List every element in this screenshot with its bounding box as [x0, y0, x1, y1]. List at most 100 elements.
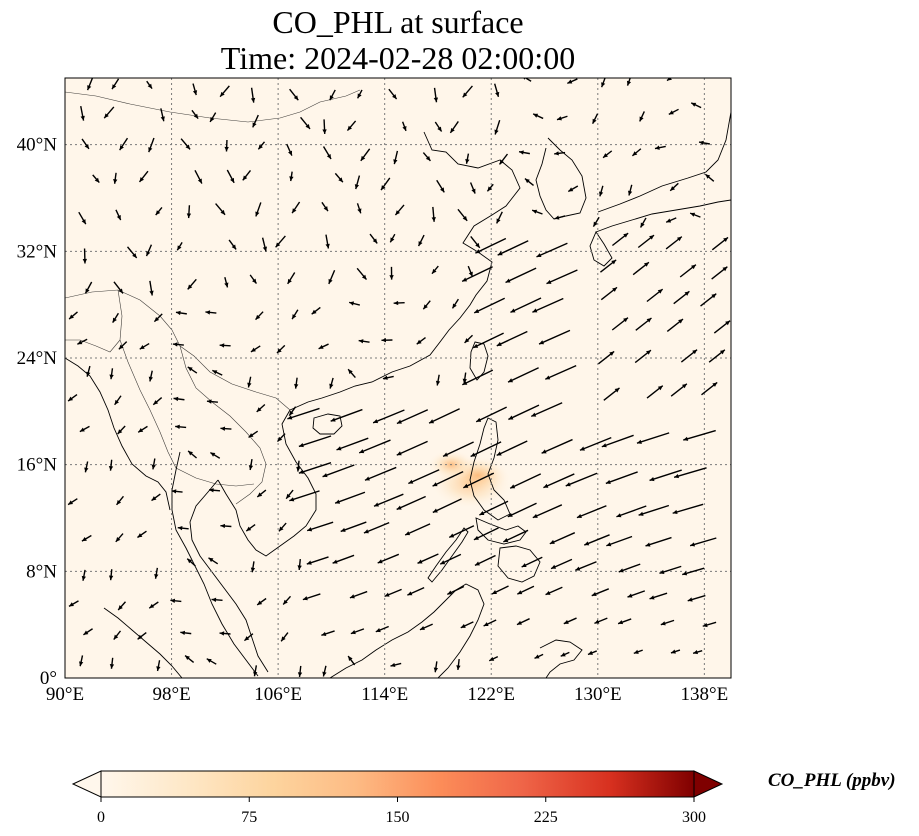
- wind-arrow: [175, 424, 187, 429]
- wind-arrow: [67, 393, 78, 402]
- wind-arrow: [108, 459, 114, 471]
- wind-arrow: [192, 83, 198, 96]
- wind-arrow: [117, 601, 127, 611]
- country-borders: [65, 89, 361, 505]
- wind-arrow: [177, 525, 189, 531]
- wind-arrow: [665, 236, 683, 250]
- sumatra-coastline: [103, 607, 183, 678]
- wind-arrow: [112, 312, 119, 324]
- wind-arrow: [117, 425, 126, 435]
- wind-arrow: [584, 534, 610, 546]
- wind-arrow: [645, 536, 672, 547]
- wind-arrow: [497, 240, 529, 256]
- wind-arrow: [294, 377, 299, 389]
- wind-arrow: [208, 557, 219, 565]
- wind-arrow: [219, 631, 231, 636]
- wind-arrow: [228, 239, 237, 250]
- wind-arrow: [660, 619, 675, 626]
- wind-arrow: [575, 561, 597, 571]
- wind-arrow: [473, 527, 499, 541]
- wind-arrow: [451, 298, 459, 309]
- wind-arrow: [346, 120, 357, 132]
- wind-arrow: [289, 490, 320, 502]
- lat-tick-label: 16°N: [17, 455, 58, 476]
- wind-arrow: [248, 430, 259, 438]
- wind-arrow: [83, 628, 93, 636]
- wind-arrow: [103, 106, 115, 119]
- wind-arrow: [261, 237, 268, 252]
- wind-arrow: [187, 450, 198, 459]
- wind-arrow: [148, 601, 159, 609]
- wind-arrow: [296, 460, 301, 472]
- wind-arrow: [330, 408, 363, 422]
- wind-arrow: [631, 148, 642, 157]
- wind-arrow: [442, 441, 474, 458]
- wind-arrow: [396, 409, 429, 425]
- wind-arrow: [465, 153, 470, 164]
- wind-arrow: [154, 567, 159, 579]
- wind-arrow: [349, 590, 368, 599]
- wind-arrow: [702, 621, 717, 628]
- wind-arrow: [592, 216, 600, 228]
- map-time-label: Time: 2024-02-28 02:00:00: [220, 40, 576, 76]
- wind-arrow: [446, 585, 465, 595]
- wind-arrow: [404, 523, 431, 536]
- wind-arrow: [286, 143, 293, 156]
- lat-tick-label: 24°N: [17, 348, 58, 369]
- wind-arrow: [704, 173, 715, 182]
- lat-axis: 0° 8°N 16°N 24°N 32°N 40°N: [17, 135, 58, 689]
- wind-arrow: [79, 425, 90, 433]
- wind-arrow: [603, 387, 620, 401]
- wind-arrow: [363, 521, 390, 534]
- wind-arrow: [256, 597, 267, 606]
- wind-arrow: [79, 655, 84, 667]
- wind-arrow: [289, 171, 294, 182]
- wind-arrow: [616, 505, 647, 518]
- mongolia-border: [65, 89, 361, 123]
- wind-arrow: [180, 630, 192, 636]
- wind-arrow: [287, 272, 296, 285]
- wind-arrow: [439, 553, 462, 565]
- wind-arrow: [473, 297, 505, 314]
- wind-arrow: [300, 116, 311, 130]
- wind-arrow: [340, 521, 367, 533]
- wind-arrow: [334, 491, 366, 504]
- wind-arrow: [532, 504, 563, 519]
- lon-tick-label: 130°E: [574, 684, 622, 705]
- wind-arrow: [600, 78, 606, 88]
- wind-arrow: [211, 597, 223, 602]
- wind-arrow: [86, 365, 91, 377]
- wind-arrow: [469, 182, 476, 194]
- wind-arrow: [275, 235, 286, 248]
- wind-arrow: [432, 498, 462, 514]
- wind-arrow: [422, 152, 431, 162]
- wind-arrow: [545, 586, 563, 596]
- wind-arrow: [347, 368, 356, 379]
- wind-arrow: [390, 662, 402, 668]
- wind-arrow: [554, 151, 566, 156]
- wind-arrow: [634, 349, 652, 364]
- wind-arrow: [226, 169, 235, 184]
- wind-arrow: [108, 569, 114, 581]
- wind-arrow: [291, 309, 299, 320]
- wind-arrow: [518, 150, 530, 155]
- wind-arrow: [151, 493, 161, 502]
- wind-arrow: [436, 179, 445, 193]
- thai-border: [139, 389, 255, 487]
- lon-tick-label: 90°E: [46, 684, 84, 705]
- wind-arrow: [389, 266, 394, 280]
- wind-arrow: [186, 558, 196, 567]
- lon-tick-label: 122°E: [467, 684, 515, 705]
- wind-arrow: [81, 569, 86, 581]
- wind-arrow: [475, 237, 507, 254]
- wind-arrow: [606, 535, 633, 547]
- lon-tick-label: 138°E: [681, 684, 729, 705]
- wind-arrow: [208, 488, 221, 493]
- wind-arrow: [322, 665, 327, 677]
- wind-arrow: [81, 138, 90, 150]
- wind-arrow: [601, 434, 634, 448]
- wind-arrow: [462, 372, 467, 384]
- wind-arrow: [467, 265, 474, 277]
- wind-arrow: [401, 121, 407, 132]
- wind-arrow: [567, 185, 579, 193]
